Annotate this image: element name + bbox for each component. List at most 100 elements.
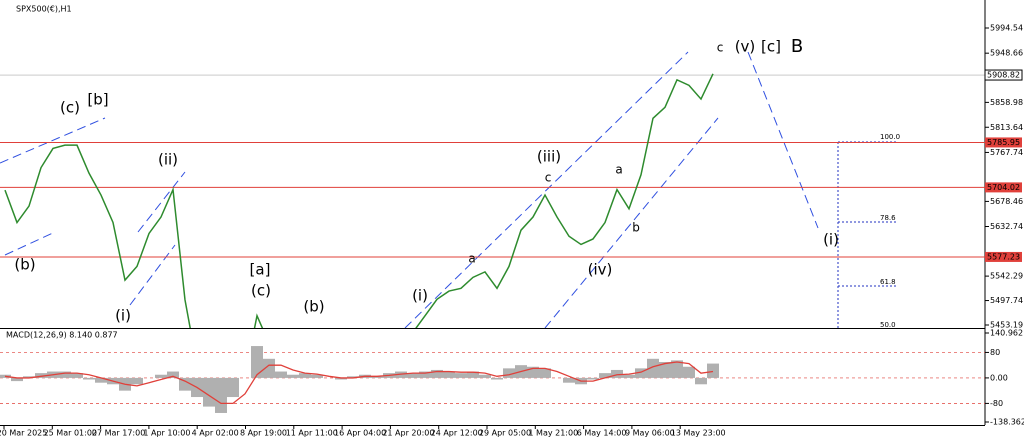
- price-group: [4, 73, 714, 328]
- macd-tick-label: 80: [990, 348, 1000, 357]
- macd-bar: [467, 371, 479, 378]
- macd-bar: [347, 376, 359, 378]
- chart-title: SPX500(€),H1: [16, 5, 72, 14]
- macd-bar: [11, 377, 23, 382]
- macd-bar: [287, 374, 299, 378]
- x-tick-label: 20 Mar 2025: [0, 429, 47, 438]
- macd-signal: [4, 361, 714, 405]
- macd-bar: [299, 373, 311, 378]
- fib-label: 61.8: [880, 278, 896, 286]
- x-tick-label: 25 Mar 01:00: [44, 429, 97, 438]
- x-tick-label: 1 Apr 10:00: [143, 429, 190, 438]
- macd-tick-label: 140.962: [990, 329, 1023, 338]
- macd-bar: [71, 373, 83, 378]
- macd-bar: [599, 373, 611, 378]
- wave-label: c: [545, 171, 552, 185]
- x-tick-label: 4 Apr 02:00: [192, 429, 239, 438]
- macd-bar: [371, 376, 383, 378]
- x-tick-label: 9 May 06:00: [625, 429, 675, 438]
- level-box: [985, 182, 1022, 193]
- x-tick-label: 16 Apr 04:00: [334, 429, 386, 438]
- wave-label: a: [615, 163, 622, 177]
- fib-label: 50.0: [880, 321, 896, 329]
- x-tick-label: 1 May 21:00: [528, 429, 578, 438]
- y-tick-label: 5767.74: [990, 148, 1023, 157]
- y-tick-label: 5632.74: [990, 222, 1023, 231]
- macd-bar: [443, 371, 455, 378]
- x-tick-label: 29 Apr 05:00: [479, 429, 531, 438]
- macd-bar: [563, 377, 575, 383]
- wave-label: (i): [412, 287, 428, 305]
- macd-bar: [179, 377, 191, 391]
- level-label: 5785.95: [987, 138, 1020, 147]
- macd-bar: [311, 374, 323, 378]
- wave-label: (iii): [537, 148, 561, 166]
- macd-bar: [275, 371, 287, 378]
- channel-lines: [0, 51, 819, 328]
- x-tick-label: 21 Apr 20:00: [382, 429, 434, 438]
- macd-bar: [263, 358, 275, 378]
- macd-bar: [587, 377, 599, 380]
- macd-bar: [203, 377, 215, 407]
- level-box: [985, 251, 1022, 262]
- macd-bar: [707, 363, 719, 378]
- macd-bar: [215, 377, 227, 413]
- macd-bar: [539, 368, 551, 378]
- wave-label: [a]: [250, 261, 271, 279]
- wave-label: c: [717, 41, 724, 55]
- x-tick-label: 6 May 14:00: [577, 429, 627, 438]
- wave-label: (b): [303, 298, 324, 316]
- wave-label: B: [791, 36, 803, 57]
- y-tick-label: 5948.66: [990, 49, 1023, 58]
- macd-label: MACD(12,26,9) 8.140 0.877: [6, 331, 118, 340]
- macd-bar: [635, 368, 647, 378]
- wave-label: (b): [14, 256, 35, 274]
- macd-bar: [227, 377, 239, 398]
- macd-bar: [623, 374, 635, 378]
- wave-label: [c]: [761, 38, 781, 56]
- y-tick-label: 5678.46: [990, 197, 1023, 206]
- wave-label: [b]: [87, 91, 108, 109]
- macd-tick-label: -138.362: [990, 418, 1024, 427]
- macd-bar: [419, 371, 431, 378]
- fib-label: 100.0: [880, 133, 900, 141]
- wave-label: (iv): [588, 261, 613, 279]
- macd-bar: [695, 377, 707, 385]
- level-label: 5704.02: [987, 183, 1020, 192]
- macd-bar: [611, 369, 623, 378]
- wave-label: (v): [735, 38, 756, 56]
- level-label: 5577.23: [987, 252, 1020, 261]
- fib-label: 78.6: [880, 214, 896, 222]
- x-tick-label: 27 Mar 17:00: [92, 429, 145, 438]
- macd-group: [0, 346, 719, 413]
- macd-bar: [335, 377, 347, 380]
- macd-bar: [431, 369, 443, 378]
- wave-label: (c): [60, 99, 80, 117]
- current-price-label: 5908.82: [987, 71, 1020, 80]
- wave-label: b: [632, 221, 640, 235]
- y-tick-label: 5994.54: [990, 24, 1023, 33]
- price-line: [4, 73, 714, 328]
- macd-bar: [455, 373, 467, 378]
- macd-bar: [647, 358, 659, 378]
- wave-label: a: [468, 252, 475, 266]
- macd-bar: [491, 377, 503, 380]
- macd-bar: [83, 377, 95, 380]
- macd-bar: [155, 374, 167, 378]
- y-tick-label: 5453.19: [990, 320, 1023, 329]
- current-price-box: [984, 69, 1023, 81]
- macd-bar: [683, 366, 695, 378]
- wave-label: (ii): [158, 151, 178, 169]
- macd-tick-label: 0.00: [990, 373, 1008, 382]
- macd-bar: [35, 373, 47, 378]
- macd-bar: [407, 373, 419, 378]
- x-tick-label: 13 May 23:00: [671, 429, 726, 438]
- macd-bar: [479, 374, 491, 378]
- macd-bar: [23, 376, 35, 378]
- macd-bar: [671, 360, 683, 378]
- x-tick-label: 24 Apr 12:00: [431, 429, 483, 438]
- macd-bar: [251, 346, 263, 378]
- level-box: [985, 137, 1022, 148]
- wave-label: (i): [115, 307, 131, 325]
